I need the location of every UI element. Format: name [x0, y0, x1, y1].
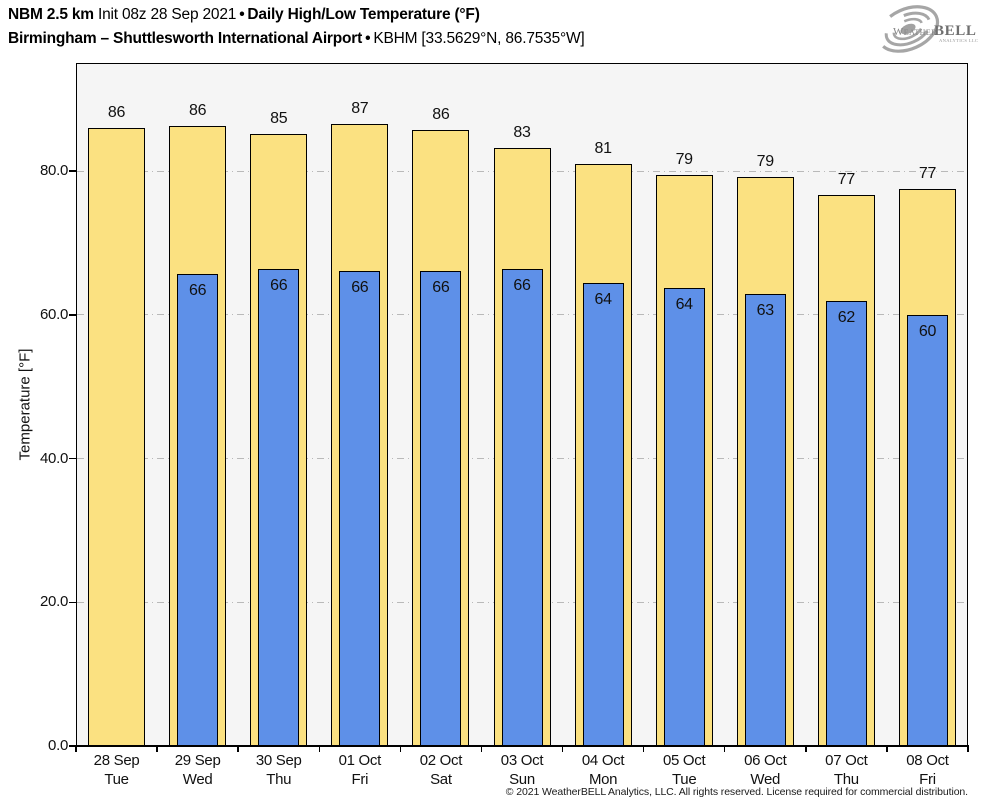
x-tick-label: 29 Sep Wed: [174, 752, 221, 788]
x-tick-label: 28 Sep Tue: [93, 752, 140, 788]
low-bar: [501, 269, 543, 747]
low-value-label: 66: [351, 278, 369, 296]
x-tick-mark: [318, 747, 321, 752]
x-tick-mark: [642, 747, 645, 752]
location-name: Birmingham – Shuttlesworth International…: [8, 30, 363, 47]
low-bar: [339, 270, 381, 747]
low-bar: [582, 283, 624, 747]
copyright-notice: © 2021 WeatherBELL Analytics, LLC. All r…: [505, 786, 968, 798]
high-value-label: 83: [513, 124, 531, 141]
low-bar: [177, 273, 219, 747]
high-value-label: 86: [189, 101, 207, 119]
high-value-label: 87: [351, 99, 369, 117]
high-value-label: 77: [918, 164, 937, 182]
x-tick-mark: [723, 747, 726, 752]
high-value-label: 81: [594, 139, 612, 157]
low-value-label: 66: [270, 276, 288, 294]
y-tick-label: 0.0: [48, 737, 68, 754]
chart-title-line2: Birmingham – Shuttlesworth International…: [8, 30, 585, 48]
low-value-label: 66: [432, 278, 450, 296]
low-value-label: 64: [675, 296, 694, 314]
low-value-label: 60: [918, 323, 937, 341]
x-tick-mark: [561, 747, 564, 752]
y-tick-mark: [69, 314, 76, 316]
high-value-label: 86: [107, 103, 126, 121]
logo-text-weather: Weather: [893, 26, 937, 38]
y-tick-label: 60.0: [40, 305, 68, 323]
y-tick-mark: [69, 745, 76, 747]
x-tick-mark: [480, 747, 483, 752]
high-value-label: 79: [675, 151, 694, 169]
product-name: Daily High/Low Temperature (°F): [247, 6, 480, 23]
y-tick-mark: [69, 457, 76, 460]
x-tick-label: 03 Oct Sun: [500, 752, 544, 788]
bullet-separator: •: [365, 30, 371, 47]
x-tick-mark: [156, 747, 158, 752]
high-value-label: 77: [837, 171, 856, 189]
x-tick-label: 30 Sep Thu: [255, 752, 302, 788]
weatherbell-logo: Weather BELL Analytics LLC: [876, 5, 978, 53]
high-value-label: 79: [756, 152, 775, 170]
x-tick-label: 08 Oct Fri: [906, 752, 949, 788]
x-tick-mark: [75, 747, 77, 752]
logo-text-bell: BELL: [934, 23, 976, 39]
y-axis-title: Temperature [°F]: [16, 348, 34, 461]
low-bar: [825, 301, 867, 747]
bullet-separator: •: [239, 6, 245, 23]
low-bar: [258, 268, 300, 747]
low-bar: [420, 270, 462, 747]
high-bar: [88, 127, 146, 747]
x-axis-line: [74, 745, 969, 747]
x-tick-mark: [237, 747, 239, 752]
low-value-label: 64: [594, 291, 612, 309]
x-tick-label: 02 Oct Sat: [419, 752, 463, 788]
x-tick-label: 07 Oct Thu: [825, 752, 868, 788]
hurricane-swirl-icon: [876, 5, 940, 53]
x-tick-label: 06 Oct Wed: [744, 752, 787, 788]
x-tick-mark: [967, 747, 969, 752]
chart-title-line1: NBM 2.5 km Init 08z 28 Sep 2021 • Daily Hi…: [8, 6, 480, 24]
y-tick-label: 80.0: [40, 162, 68, 179]
y-tick-label: 40.0: [40, 449, 68, 467]
low-bar: [906, 315, 948, 747]
x-tick-mark: [805, 747, 807, 752]
low-value-label: 66: [189, 281, 207, 299]
low-bar: [744, 293, 786, 747]
model-name: NBM 2.5 km: [8, 6, 94, 23]
low-value-label: 63: [756, 301, 775, 319]
y-tick-mark: [69, 601, 76, 603]
low-bar: [663, 288, 705, 747]
station-coordinates: KBHM [33.5629°N, 86.7535°W]: [373, 30, 585, 47]
low-value-label: 66: [513, 277, 531, 295]
x-tick-mark: [399, 747, 402, 752]
logo-text-analytics: Analytics LLC: [939, 38, 978, 43]
x-tick-label: 01 Oct Fri: [338, 752, 382, 788]
y-tick-mark: [69, 170, 76, 172]
high-value-label: 85: [270, 109, 288, 127]
low-value-label: 62: [837, 309, 856, 327]
x-tick-label: 05 Oct Tue: [662, 752, 706, 788]
x-tick-label: 04 Oct Mon: [581, 752, 625, 788]
y-tick-label: 20.0: [40, 593, 68, 611]
x-tick-mark: [886, 747, 888, 752]
high-value-label: 86: [432, 106, 450, 124]
init-time: Init 08z 28 Sep 2021: [97, 6, 237, 23]
